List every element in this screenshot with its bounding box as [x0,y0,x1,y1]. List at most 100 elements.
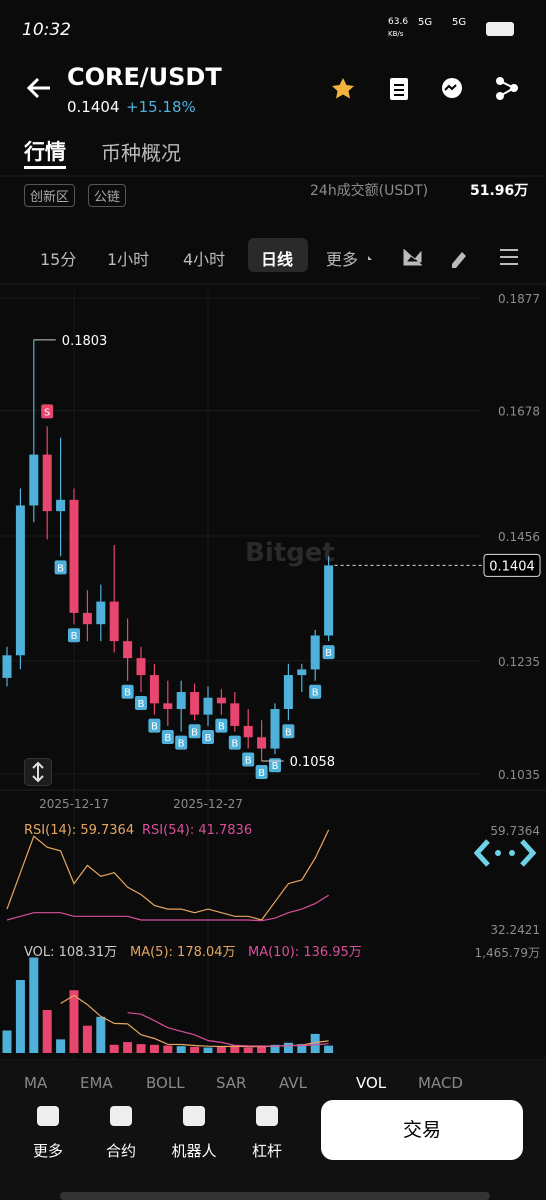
nav-icon[interactable] [256,1106,278,1126]
signal-label: B [71,631,78,642]
signal-label: B [138,699,145,710]
indicator[interactable]: SAR [216,1074,247,1092]
interval[interactable]: 4小时 [183,250,226,269]
net-unit: KB/s [388,30,404,38]
signal-badge [282,724,295,739]
signal-label: B [57,563,64,574]
rsi-legend: RSI(54): 41.7836 [142,823,252,838]
y-tick-label: 0.1678 [498,404,540,418]
nav-label[interactable]: 更多 [32,1142,63,1160]
candle-body [2,655,12,678]
signal-label: B [312,688,319,699]
volume-bar [310,1033,320,1053]
rsi-line [6,894,329,922]
interval[interactable]: 更多 [326,250,359,269]
legend-value: 178.04万 [177,945,236,960]
legend-sep: : [50,945,59,960]
volume-bar [190,1046,200,1053]
volume-bar [257,1046,267,1053]
pair[interactable]: CORE/USDT [67,63,222,91]
header-icons[interactable] [330,76,520,102]
status-time: 10:32 [22,20,71,40]
volume-bar [216,1046,226,1053]
indicator[interactable]: MACD [418,1074,463,1092]
interval[interactable]: 15分 [40,250,77,269]
rsi-tick-label: 59.7364 [490,824,540,838]
signal-label: B [191,727,198,738]
indicator[interactable]: AVL [279,1074,307,1092]
back-icon[interactable] [26,76,52,100]
signal-badge [202,729,214,744]
net-1: 5G [418,17,433,28]
signal-badge [242,752,255,767]
candle-body [190,692,200,715]
signal-label: S [44,407,50,418]
indicator[interactable]: MA [24,1074,48,1092]
trade-button[interactable]: 交易 [321,1100,523,1160]
vol-tick-label: 1,465.79万 [475,946,540,960]
signal-label: B [285,727,292,738]
nav-label[interactable]: 杠杆 [251,1142,282,1160]
candle-body [15,505,25,656]
legend-sep: : [72,823,81,838]
net-2: 5G [452,17,467,28]
tag: 创新区 [24,184,76,207]
nav-icon[interactable] [183,1106,205,1126]
signal-label: B [178,739,185,750]
signal-badge [54,560,67,575]
signal-badge [228,735,241,750]
tab[interactable]: 币种概况 [101,141,181,165]
volume-bar [2,1030,12,1053]
y-tick-label: 0.1235 [498,655,540,669]
volume-bar [230,1045,240,1053]
interval-active[interactable]: 日线 [261,250,294,269]
volume-bar [56,1039,66,1053]
indicator[interactable]: BOLL [146,1074,185,1092]
candle-body [123,641,133,659]
signal-badge [309,684,322,699]
rsi-tick-label: 32.2421 [490,923,540,937]
volume-bar [15,980,25,1053]
legend-value: 41.7836 [198,823,252,838]
nav-label[interactable]: 合约 [105,1142,136,1160]
volume-bar [96,1016,106,1053]
expand-button[interactable] [24,758,52,786]
x-tick-label: 2025-12-17 [39,797,109,811]
watermark: Bitget [245,538,335,568]
high-label: 0.1803 [62,334,108,349]
nav-icon[interactable] [37,1106,59,1126]
volume-bar [109,1044,119,1053]
signal-badge [188,724,201,739]
candle-body [310,635,320,670]
candle-body [82,612,92,625]
signal-badge [269,758,281,773]
low-label: 0.1058 [290,755,336,770]
candle-body [257,737,267,749]
interval[interactable]: 1小时 [107,250,150,269]
candle-body [136,658,146,676]
nav-icon[interactable] [110,1106,132,1126]
last-price-label: 0.1404 [489,559,535,574]
tool-icons[interactable] [366,246,526,268]
interval-active-bg [248,238,308,272]
candle-body [29,454,39,506]
candle-body [96,601,106,625]
nav-arrows[interactable] [474,838,536,868]
signal-label: B [205,733,212,744]
net-speed: 63.6 [388,17,409,27]
candle-body [176,692,186,709]
candle-body [203,697,213,715]
nav-label[interactable]: 机器人 [171,1142,217,1160]
legend-name: RSI(14) [24,823,72,838]
candle-body [324,565,334,636]
candle-body [270,708,280,749]
last-price-box [483,553,541,577]
indicator[interactable]: EMA [80,1074,113,1092]
signal-badge [41,404,54,419]
signal-badge [121,684,134,699]
candle-body [243,725,253,738]
indicator[interactable]: VOL [356,1074,387,1092]
tab-active[interactable]: 行情 [24,140,66,164]
stat-label: 24h成交额(USDT) [310,183,429,199]
